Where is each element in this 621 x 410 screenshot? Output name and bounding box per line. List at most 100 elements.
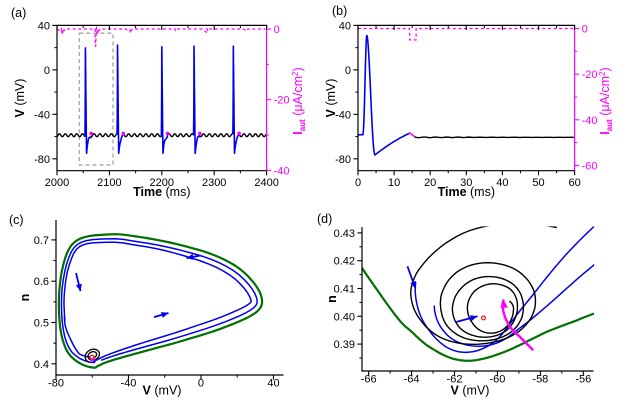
y-tick-label: 40 (339, 20, 351, 32)
y-tick-label: 0.41 (334, 283, 355, 295)
panel-d-fixed-point-marker (480, 315, 486, 321)
y-tick-label: -80 (34, 154, 50, 166)
panel-d-flow-arrow-1-head (470, 315, 478, 321)
y-tick-label: 0.43 (334, 228, 355, 240)
panel-a-autapse-activation-dot-3 (197, 131, 202, 136)
panel-c-limit-cycle (57, 233, 264, 369)
panel-a-voltage-trace-black-0 (56, 133, 86, 138)
y-tick-label: -80 (335, 154, 351, 166)
x-tick-label: -64 (404, 374, 420, 386)
panel-c-x-axis-title: V (mV) (143, 384, 182, 398)
panel-c-trajectory (60, 238, 258, 364)
panel-c-flow-arrow-2-head (161, 311, 169, 318)
y-tick-label: 0.5 (34, 318, 49, 330)
panel-a: 2000 2100 2200 2300 2400 40 0 -40 -80 0 -20 -40 Time… (13, 20, 307, 199)
panel-c-axes: -80 -40 0 40 0.4 0.5 0.6 0.7 V (mV) n (18, 220, 284, 398)
panel-d-trajectory-arc-0 (414, 226, 595, 354)
panel-d-axes: -66 -64 -62 -60 -58 -56 0.39 0.40 0.41 0.42 0.43 V … (325, 227, 594, 398)
y2-tick-label: -40 (582, 115, 598, 127)
panel-d-limit-cycle (361, 267, 595, 362)
panel-b-right-axis-title: Iaut (μA/cm2) (598, 67, 614, 134)
panel-d-stimulus-arrow-head (500, 299, 508, 309)
panel-a-right-axis-title: Iaut (μA/cm2) (291, 67, 307, 134)
x-tick-label: 40 (267, 378, 279, 390)
panel-a-autapse-activation-dot-2 (165, 131, 170, 136)
x-tick-label: 50 (532, 177, 544, 189)
panel-d-y-axis-title: n (325, 295, 339, 303)
panel-c-focus-spiral (84, 348, 101, 363)
y-tick-label: 0.4 (34, 359, 49, 371)
panel-d-plot-area (361, 226, 595, 362)
x-tick-label: -60 (489, 374, 505, 386)
panel-a-autapse-activation-dot-0 (89, 131, 93, 136)
panel-a-label: (a) (11, 6, 26, 20)
y2-tick-label: -20 (274, 95, 290, 107)
panel-a-voltage-trace-blue-6 (83, 47, 92, 155)
panel-d-spiral-trajectory (410, 226, 558, 345)
panel-b-label: (b) (332, 4, 347, 18)
x-tick-label: 0 (355, 177, 361, 189)
panel-d-trajectory-arc-1 (433, 263, 595, 348)
x-tick-label: 0 (198, 378, 204, 390)
panel-a-voltage-trace-blue-7 (115, 44, 124, 155)
y2-tick-label: -60 (582, 160, 598, 172)
panel-b-plot-area (357, 27, 575, 156)
y2-tick-label: -20 (582, 69, 598, 81)
y-tick-label: 0.42 (334, 256, 355, 268)
panel-c: -80 -40 0 40 0.4 0.5 0.6 0.7 V (mV) n (18, 220, 284, 398)
y-tick-label: 0 (345, 65, 351, 77)
panel-a-voltage-trace-blue-10 (231, 45, 240, 155)
panel-b-voltage-trace-blue-0 (357, 34, 411, 156)
y-tick-label: 0.40 (334, 311, 355, 323)
x-tick-label: -80 (48, 378, 64, 390)
panel-a-axes: 2000 2100 2200 2300 2400 40 0 -40 -80 0 -20 -40 Time… (13, 20, 307, 199)
panel-d-label: (d) (317, 212, 332, 226)
panel-b-axes: 0 10 20 30 40 50 60 40 0 -40 -80 0 -20 -40 -60 Time (ms… (324, 20, 614, 199)
x-tick-label: 2100 (97, 177, 121, 189)
panel-b-y-axis-title: V (mV) (324, 79, 338, 118)
y-tick-label: 0.39 (334, 339, 355, 351)
x-tick-label: -62 (447, 374, 463, 386)
y2-tick-label: 0 (582, 24, 588, 36)
y-tick-label: -40 (335, 109, 351, 121)
x-tick-label: 60 (568, 177, 580, 189)
x-tick-label: 30 (460, 177, 472, 189)
panel-d: -66 -64 -62 -60 -58 -56 0.39 0.40 0.41 0.42 0.43 V … (325, 226, 595, 398)
y-tick-label: 40 (38, 20, 50, 32)
x-tick-label: -40 (121, 378, 137, 390)
x-tick-label: 2400 (254, 177, 278, 189)
x-tick-label: 20 (424, 177, 436, 189)
panel-b-x-axis-title: Time (ms) (438, 185, 495, 199)
panel-a-voltage-trace-black-1 (90, 133, 118, 138)
panel-a-voltage-trace-black-5 (238, 133, 268, 138)
y2-tick-label: -40 (274, 165, 290, 177)
panel-a-zoom-region-box (78, 32, 114, 166)
panel-d-x-axis-title: V (mV) (451, 384, 490, 398)
panel-a-voltage-trace-black-2 (122, 133, 162, 138)
x-tick-label: 2200 (150, 177, 174, 189)
panel-b-autaptic-current-trace (358, 27, 575, 41)
panel-a-x-axis-title: Time (ms) (133, 185, 190, 199)
y-tick-label: 0.7 (34, 235, 49, 247)
panel-c-plot-area (57, 233, 264, 369)
x-tick-label: -58 (532, 374, 548, 386)
panel-d-flow-arrow-0-head (410, 281, 417, 289)
panel-a-voltage-trace-black-3 (166, 133, 194, 138)
panel-a-autapse-activation-dot-4 (237, 131, 241, 136)
panel-c-flow-arrow-0-head (75, 283, 82, 292)
panel-a-autaptic-current-trace (56, 25, 266, 47)
panel-a-plot-area (56, 25, 268, 166)
x-tick-label: 10 (388, 177, 400, 189)
panel-a-voltage-trace-blue-9 (192, 45, 201, 155)
y-tick-label: 0 (44, 65, 50, 77)
panel-c-label: (c) (9, 213, 24, 227)
panel-c-flow-arrow-1-head (186, 253, 194, 260)
panel-b: 0 10 20 30 40 50 60 40 0 -40 -80 0 -20 -40 -60 Time (ms… (324, 20, 614, 199)
x-tick-label: 2000 (45, 177, 69, 189)
panel-a-autapse-activation-dot-1 (121, 131, 126, 136)
y-tick-label: -40 (34, 109, 50, 121)
panel-c-fixed-point-marker (89, 354, 95, 360)
panel-c-y-axis-title: n (18, 294, 32, 302)
